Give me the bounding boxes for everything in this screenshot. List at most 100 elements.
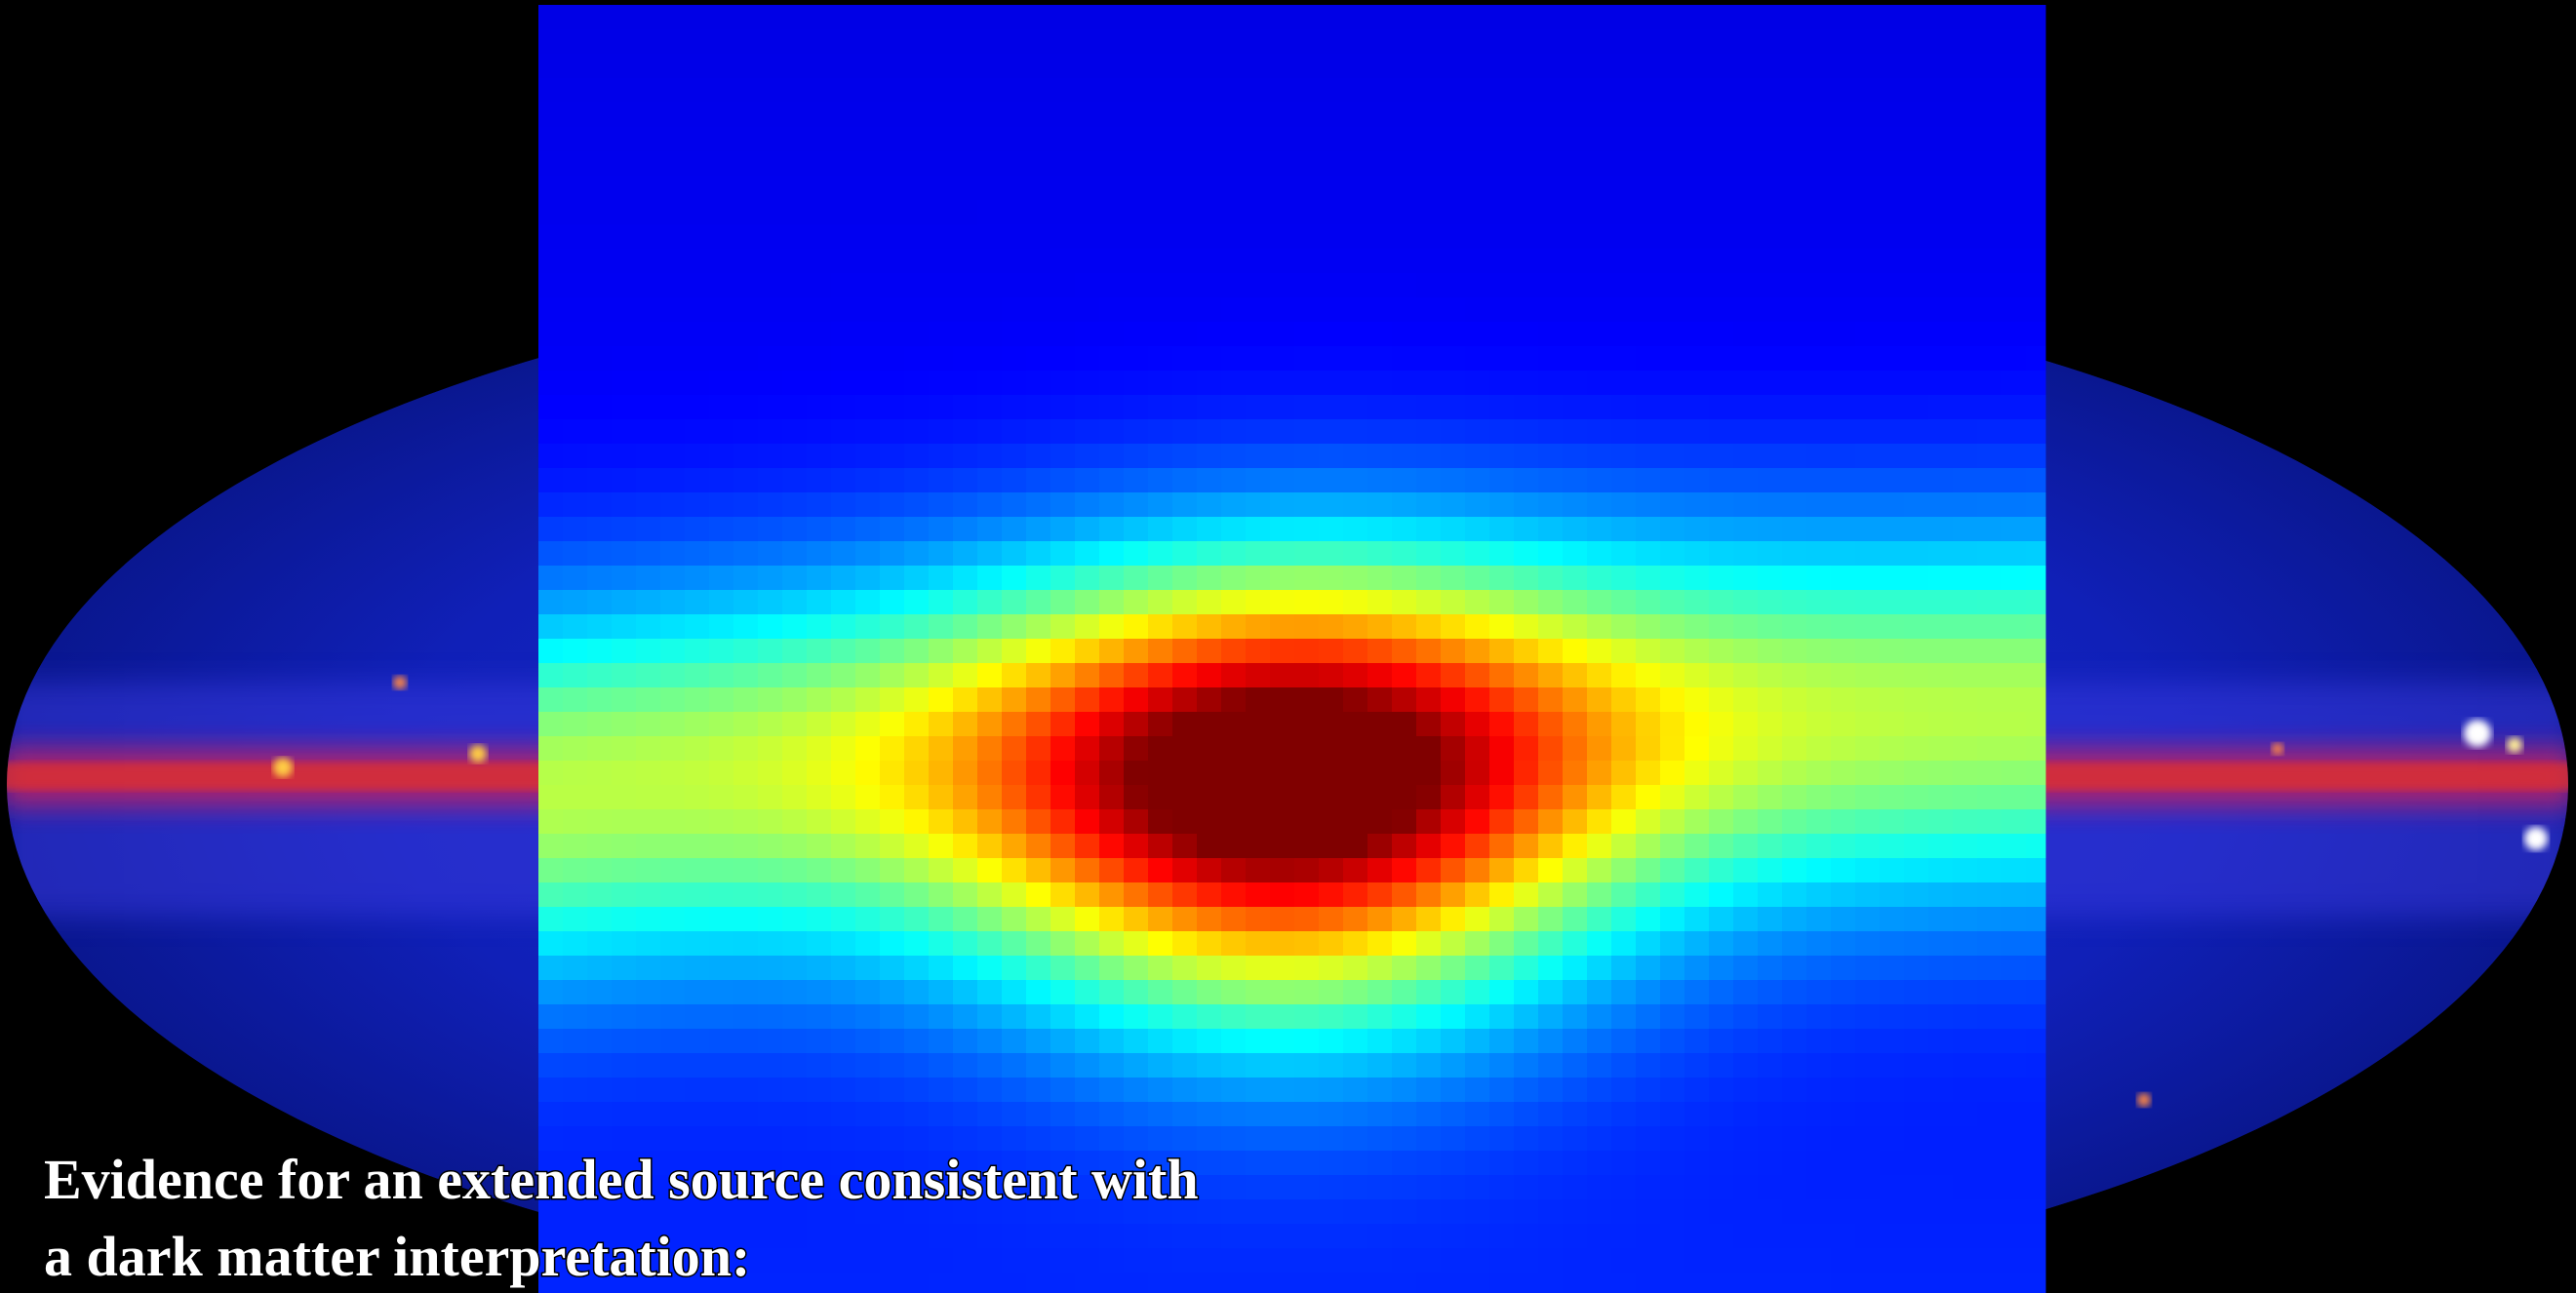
heat-cell: [1611, 224, 1637, 250]
heat-cell: [1099, 492, 1125, 518]
heat-cell: [2001, 5, 2027, 30]
heat-cell: [1026, 834, 1051, 859]
heat-cell: [1465, 1151, 1490, 1176]
heat-cell: [807, 102, 832, 128]
heat-cell: [1392, 200, 1417, 225]
heat-cell: [1831, 78, 1856, 103]
heat-cell: [1684, 736, 1710, 762]
heat-cell: [1172, 712, 1198, 737]
heat-cell: [1977, 176, 2002, 201]
heat-cell: [1489, 273, 1515, 298]
heat-cell: [758, 1029, 783, 1054]
heat-cell: [1660, 736, 1685, 762]
heat-cell: [1538, 1102, 1564, 1127]
heat-cell: [1197, 907, 1222, 932]
heat-cell: [1684, 882, 1710, 908]
heat-cell: [855, 127, 881, 152]
heat-cell: [1782, 5, 1807, 30]
heat-cell: [758, 1273, 783, 1293]
heat-cell: [880, 517, 905, 542]
heat-cell: [1806, 151, 1832, 176]
heat-cell: [563, 1102, 588, 1127]
heat-cell: [1294, 419, 1320, 445]
heat-cell: [1514, 566, 1539, 591]
heat-cell: [855, 566, 881, 591]
heat-cell: [1977, 809, 2002, 835]
heat-cell: [1441, 1004, 1466, 1030]
heat-cell: [1392, 1126, 1417, 1152]
heat-cell: [1270, 297, 1295, 323]
heat-cell: [1367, 395, 1393, 420]
heat-cell: [1465, 590, 1490, 615]
heat-cell: [1684, 297, 1710, 323]
heat-cell: [1563, 980, 1588, 1005]
heat-cell: [1636, 1224, 1661, 1249]
heat-cell: [1270, 980, 1295, 1005]
heat-cell: [929, 419, 954, 445]
heat-cell: [1880, 1151, 1905, 1176]
heat-cell: [709, 200, 734, 225]
heat-cell: [1831, 882, 1856, 908]
heat-cell: [1343, 322, 1368, 347]
heat-cell: [1392, 566, 1417, 591]
heat-cell: [880, 224, 905, 250]
heat-cell: [1733, 5, 1759, 30]
heat-cell: [685, 322, 710, 347]
heat-cell: [929, 858, 954, 883]
heat-cell: [1953, 371, 1978, 396]
heat-cell: [1343, 687, 1368, 713]
heat-cell: [1465, 517, 1490, 542]
heat-cell: [1026, 687, 1051, 713]
heat-cell: [685, 834, 710, 859]
heat-cell: [1197, 541, 1222, 567]
heat-cell: [1075, 882, 1100, 908]
heat-cell: [1782, 468, 1807, 493]
heat-cell: [1538, 1248, 1564, 1273]
heat-cell: [1319, 956, 1344, 981]
heat-cell: [709, 517, 734, 542]
heat-cell: [904, 712, 930, 737]
heat-cell: [1587, 1273, 1612, 1293]
heat-cell: [1270, 809, 1295, 835]
heat-cell: [1197, 639, 1222, 664]
heat-cell: [1684, 1224, 1710, 1249]
heat-cell: [1636, 687, 1661, 713]
heat-cell: [1855, 882, 1881, 908]
heat-cell: [1392, 78, 1417, 103]
heat-cell: [807, 980, 832, 1005]
heat-cell: [612, 1029, 637, 1054]
heat-cell: [1246, 346, 1271, 372]
heat-cell: [1660, 371, 1685, 396]
heat-cell: [1928, 1151, 1954, 1176]
heat-cell: [929, 785, 954, 810]
heat-cell: [1782, 834, 1807, 859]
heat-cell: [1465, 346, 1490, 372]
heat-cell: [1026, 224, 1051, 250]
heat-cell: [660, 419, 686, 445]
heat-cell: [1489, 590, 1515, 615]
heat-cell: [782, 907, 808, 932]
heat-cell: [636, 54, 661, 79]
heat-cell: [1709, 541, 1734, 567]
heat-cell: [1953, 297, 1978, 323]
heat-cell: [1148, 785, 1173, 810]
heat-cell: [1002, 761, 1027, 786]
heat-cell: [1050, 639, 1076, 664]
heat-cell: [1977, 931, 2002, 957]
heat-cell: [1758, 858, 1783, 883]
heat-cell: [1587, 1078, 1612, 1103]
heat-cell: [1636, 1151, 1661, 1176]
heat-cell: [904, 371, 930, 396]
heat-cell: [953, 346, 978, 372]
heat-cell: [1953, 1004, 1978, 1030]
heat-cell: [733, 1053, 759, 1078]
heat-cell: [1172, 882, 1198, 908]
heat-cell: [1343, 517, 1368, 542]
heat-cell: [1416, 956, 1442, 981]
heat-cell: [1953, 541, 1978, 567]
heat-cell: [1026, 639, 1051, 664]
heat-cell: [636, 590, 661, 615]
heat-cell: [1221, 736, 1247, 762]
heat-cell: [1538, 395, 1564, 420]
heat-cell: [1050, 419, 1076, 445]
